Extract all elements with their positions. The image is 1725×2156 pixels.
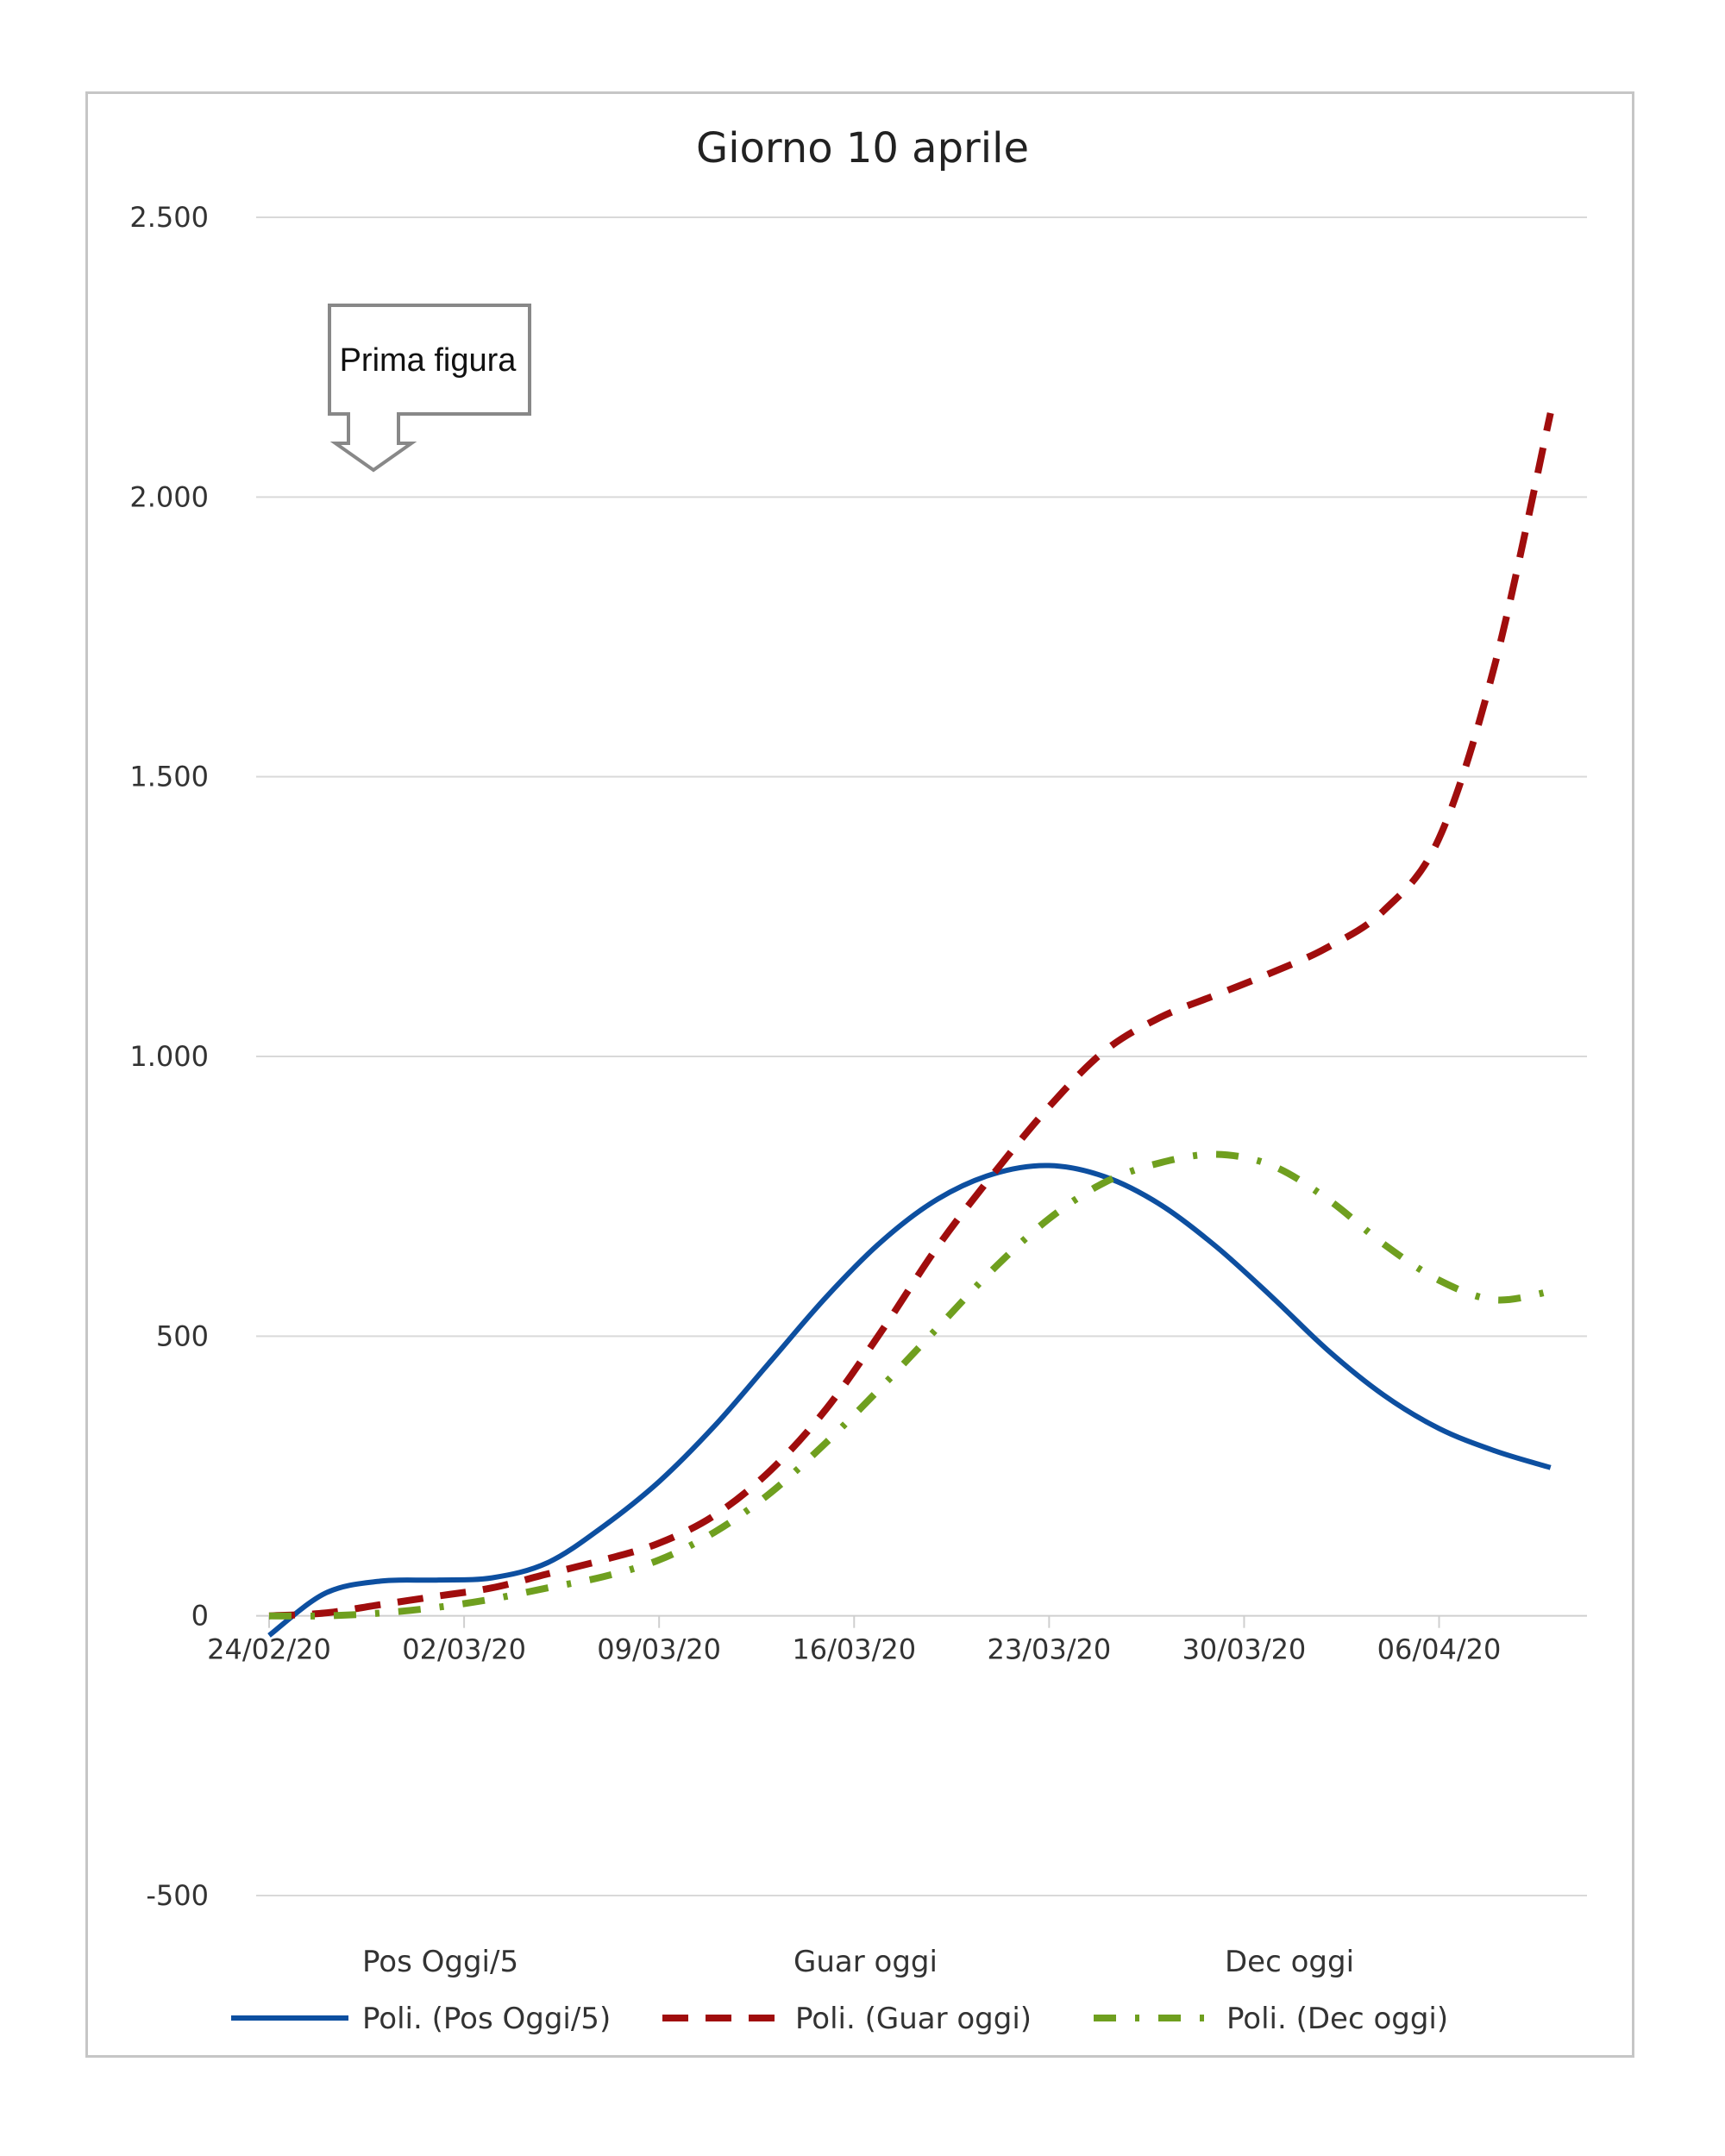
- y-tick-label: 2.000: [129, 480, 209, 513]
- x-axis-tick-labels: 24/02/20 02/03/20 09/03/20 16/03/20 23/03/20…: [207, 1633, 1501, 1666]
- legend-category-label: Pos Oggi/5: [362, 1945, 518, 1979]
- x-tick-label: 16/03/20: [792, 1633, 916, 1666]
- legend: Poli. (Pos Oggi/5) Poli. (Guar oggi) Poli.…: [231, 2002, 1448, 2036]
- series-line-1: [267, 1163, 1552, 1638]
- chart-title: Giorno 10 aprile: [696, 124, 1029, 172]
- legend-category-label: Guar oggi: [794, 1945, 938, 1979]
- series-lines: [267, 412, 1554, 1638]
- x-axis: [256, 1614, 1587, 1628]
- y-tick-label: 1.500: [129, 761, 209, 793]
- legend-label: Poli. (Dec oggi): [1226, 2002, 1448, 2036]
- legend-category-row: Pos Oggi/5 Guar oggi Dec oggi: [362, 1945, 1354, 1979]
- callout-annotation: Prima figura: [328, 304, 531, 473]
- chart-frame: [85, 91, 1634, 2058]
- legend-item: Poli. (Pos Oggi/5): [231, 2002, 611, 2036]
- series-line-3: [268, 1150, 1552, 1620]
- callout-text: Prima figura: [340, 342, 518, 379]
- x-tick-label: 06/04/20: [1377, 1633, 1502, 1666]
- legend-category-label: Dec oggi: [1225, 1945, 1354, 1979]
- y-axis-tick-labels: -500 0 500 1.000 1.500 2.000 2.500: [129, 201, 209, 1912]
- x-tick-label: 09/03/20: [597, 1633, 721, 1666]
- y-tick-label: 0: [191, 1600, 209, 1633]
- legend-label: Poli. (Guar oggi): [795, 2002, 1032, 2036]
- series-line-2: [268, 412, 1554, 1620]
- x-tick-label: 23/03/20: [987, 1633, 1111, 1666]
- y-tick-label: 500: [156, 1319, 209, 1352]
- x-tick-label: 24/02/20: [207, 1633, 331, 1666]
- x-tick-label: 02/03/20: [402, 1633, 526, 1666]
- y-tick-label: 1.000: [129, 1040, 209, 1073]
- legend-label: Poli. (Pos Oggi/5): [362, 2002, 611, 2036]
- y-tick-label: -500: [146, 1879, 209, 1912]
- x-tick-label: 30/03/20: [1182, 1633, 1307, 1666]
- grid-lines: [256, 216, 1587, 1896]
- legend-item: Poli. (Guar oggi): [662, 2002, 1032, 2036]
- y-tick-label: 2.500: [129, 201, 209, 234]
- legend-item: Poli. (Dec oggi): [1094, 2002, 1448, 2036]
- callout-box: [328, 304, 531, 473]
